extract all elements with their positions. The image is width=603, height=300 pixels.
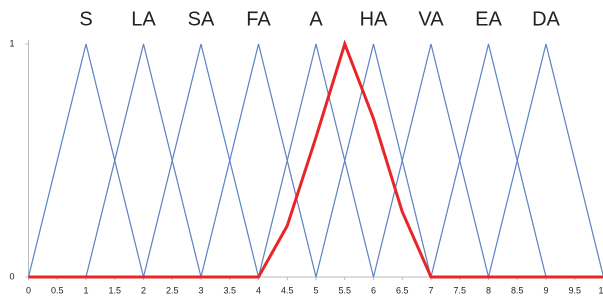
series-line [201, 44, 316, 277]
series-line [144, 44, 259, 277]
x-tick-label: 5.5 [338, 285, 351, 295]
y-tick-label: 1 [9, 38, 14, 48]
x-tick-label: 2.5 [166, 285, 179, 295]
x-tick-label: 4 [256, 285, 261, 295]
series-name: HA [360, 8, 388, 30]
series-line [29, 44, 144, 277]
x-tick-label: 7 [428, 285, 433, 295]
series-line [374, 44, 489, 277]
series-name: VA [418, 8, 444, 30]
series-name: EA [475, 8, 502, 30]
series-line [489, 44, 603, 277]
x-tick-label: 0.5 [51, 285, 64, 295]
x-tick-label: 2 [141, 285, 146, 295]
series-line [259, 44, 374, 277]
x-tick-label: 5 [313, 285, 318, 295]
chart: 0100.511.522.533.544.555.566.577.588.599… [0, 0, 603, 300]
x-tick-label: 9.5 [568, 285, 581, 295]
x-tick-label: 8 [486, 285, 491, 295]
x-tick-label: 0 [26, 285, 31, 295]
series-name: S [79, 8, 92, 30]
series-name: A [309, 8, 323, 30]
series-name: FA [246, 8, 271, 30]
series-name: SA [188, 8, 215, 30]
x-tick-label: 10 [598, 285, 603, 295]
x-tick-label: 1 [83, 285, 88, 295]
x-tick-label: 6 [371, 285, 376, 295]
x-tick-label: 9 [543, 285, 548, 295]
x-tick-label: 6.5 [396, 285, 409, 295]
x-tick-label: 7.5 [453, 285, 466, 295]
y-tick-label: 0 [9, 271, 14, 281]
x-tick-label: 1.5 [108, 285, 121, 295]
series-name: DA [532, 8, 560, 30]
series-line [431, 44, 546, 277]
series-name: LA [131, 8, 156, 30]
series-line [86, 44, 201, 277]
x-tick-label: 8.5 [511, 285, 524, 295]
x-tick-label: 4.5 [281, 285, 294, 295]
x-tick-label: 3 [198, 285, 203, 295]
x-tick-label: 3.5 [223, 285, 236, 295]
